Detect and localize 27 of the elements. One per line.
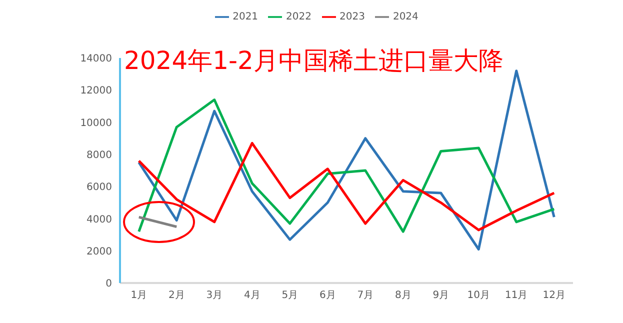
x-tick-label: 5月 [282,290,298,302]
y-tick-label: 6000 [86,182,112,194]
x-tick-label: 8月 [394,290,412,302]
legend-label: 2022 [286,12,312,23]
x-tick-label: 11月 [505,290,528,302]
x-tick-label: 10月 [467,290,490,302]
y-tick-label: 10000 [80,118,112,129]
x-tick-label: 4月 [244,290,260,302]
line-series [138,98,556,233]
x-tick-label: 3月 [206,290,223,302]
x-tick-label: 6月 [319,290,336,302]
y-tick-label: 8000 [86,150,112,161]
y-tick-label: 4000 [86,214,112,226]
x-tick-label: 7月 [357,290,374,302]
chart-title: 2024年1-2月中国稀土进口量大降 [124,45,504,77]
line-series [138,142,556,232]
y-tick-label: 2000 [86,246,112,258]
y-tick-label: 12000 [80,86,112,97]
x-tick-label: 1月 [130,290,148,302]
x-tick-label: 9月 [432,290,450,302]
legend-label: 2024 [392,12,418,23]
y-tick-label: 14000 [80,54,112,65]
x-tick-label: 12月 [542,290,566,302]
legend-label: 2023 [340,12,365,23]
y-tick-label: 0 [106,278,112,290]
x-tick-label: 2月 [168,290,185,302]
legend-label: 2021 [232,12,258,23]
